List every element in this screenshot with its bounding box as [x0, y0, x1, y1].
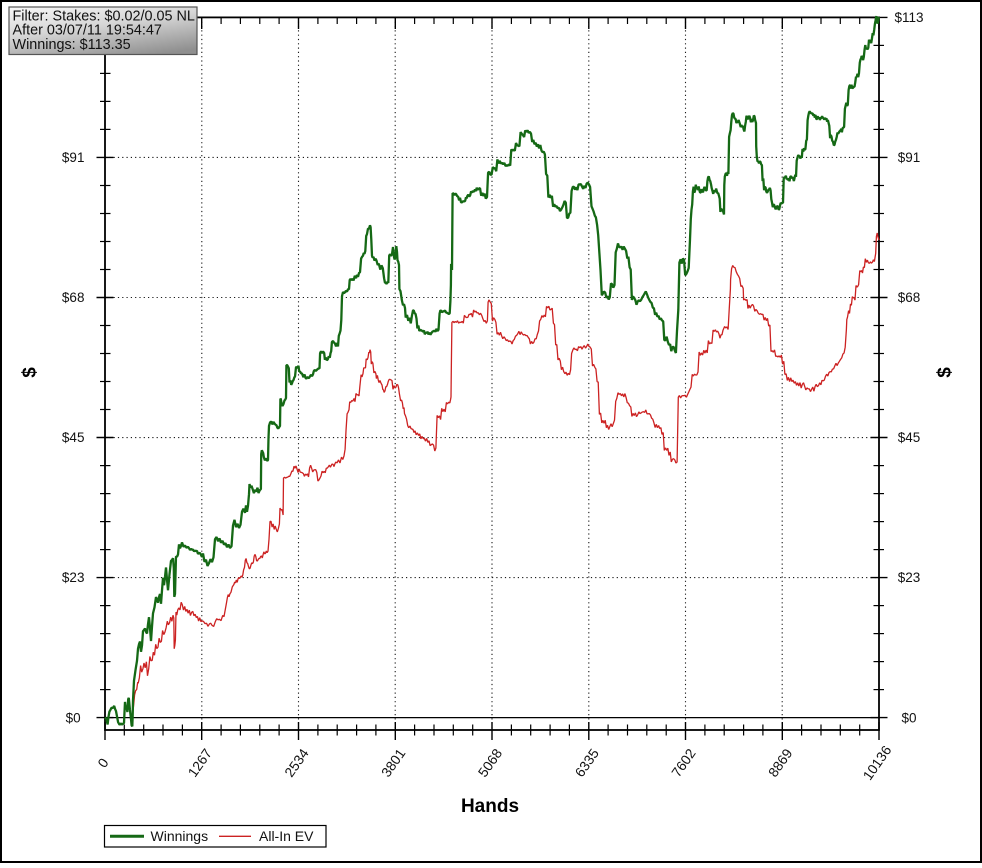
svg-text:$: $: [20, 367, 41, 378]
svg-text:$0: $0: [66, 710, 81, 725]
svg-text:Hands: Hands: [461, 796, 519, 817]
svg-text:Winnings: Winnings: [151, 828, 209, 844]
svg-text:$68: $68: [62, 290, 85, 305]
svg-text:$: $: [935, 367, 956, 378]
svg-text:$23: $23: [898, 570, 921, 585]
svg-text:Filter: Stakes: $0.02/0.05 NL: Filter: Stakes: $0.02/0.05 NL: [13, 9, 195, 25]
svg-text:$91: $91: [62, 150, 85, 165]
svg-text:Winnings: $113.35: Winnings: $113.35: [13, 37, 131, 53]
svg-text:$68: $68: [898, 290, 921, 305]
svg-text:After 03/07/11 19:54:47: After 03/07/11 19:54:47: [13, 23, 162, 39]
svg-text:$91: $91: [898, 150, 921, 165]
svg-text:All-In EV: All-In EV: [259, 828, 314, 844]
svg-text:$0: $0: [901, 710, 916, 725]
svg-text:$113: $113: [894, 10, 923, 25]
svg-text:$23: $23: [62, 570, 85, 585]
svg-text:$45: $45: [898, 430, 921, 445]
svg-text:$45: $45: [62, 430, 85, 445]
